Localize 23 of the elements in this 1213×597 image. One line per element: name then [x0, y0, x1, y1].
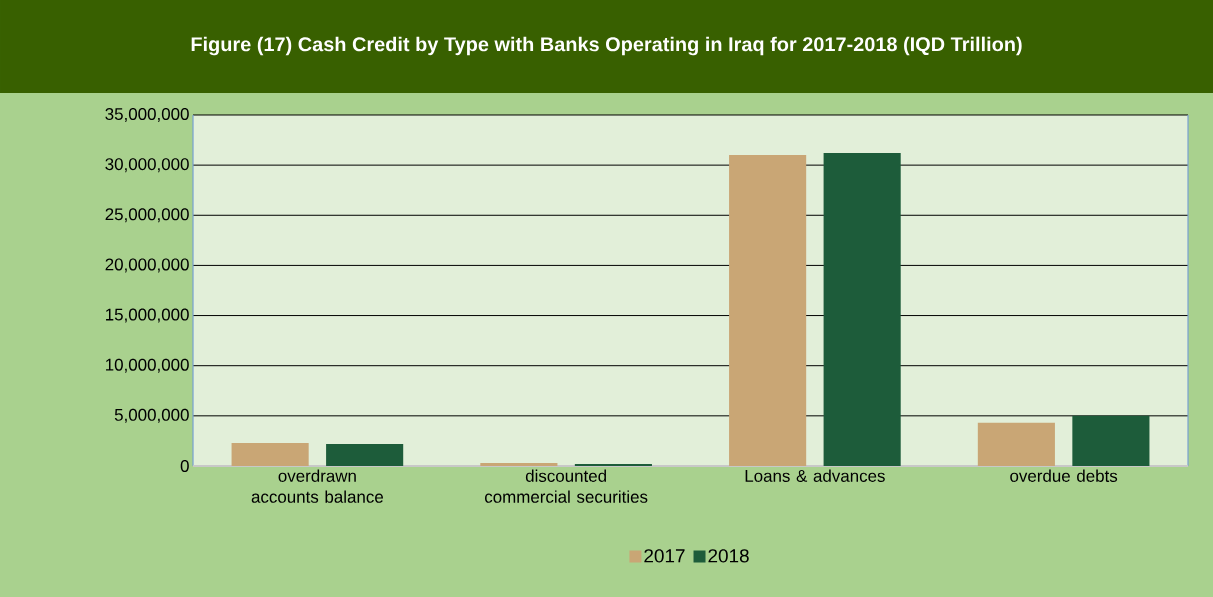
y-tick-label: 35,000,000	[105, 107, 189, 122]
legend-label: 2018	[708, 549, 749, 563]
x-tick-label: overdue debts	[1010, 469, 1118, 482]
y-tick-label: 5,000,000	[114, 408, 189, 423]
bar	[326, 443, 404, 466]
x-tick-label: overdrawn accounts balance	[251, 469, 383, 503]
y-tick-label: 10,000,000	[106, 358, 189, 373]
legend-label: 2017	[644, 549, 685, 563]
x-tick-label: discounted commercial securities	[484, 469, 648, 503]
y-tick-label: 30,000,000	[105, 158, 189, 173]
y-tick-label: 20,000,000	[105, 258, 189, 273]
bar	[1072, 415, 1150, 466]
bar	[231, 442, 309, 466]
y-tick-label: 25,000,000	[105, 208, 189, 223]
bar	[729, 155, 807, 466]
chart-title: Figure (17) Cash Credit by Type with Banks Operating in Iraq for 2017-2018 (IQD Trillion)	[191, 36, 1022, 56]
x-tick-label: Loans & advances	[745, 469, 885, 482]
bar	[480, 462, 558, 466]
bar	[823, 153, 901, 466]
y-tick-label: 0	[180, 459, 189, 472]
y-tick-label: 15,000,000	[106, 308, 189, 323]
bar	[977, 422, 1055, 466]
bar	[574, 463, 652, 466]
